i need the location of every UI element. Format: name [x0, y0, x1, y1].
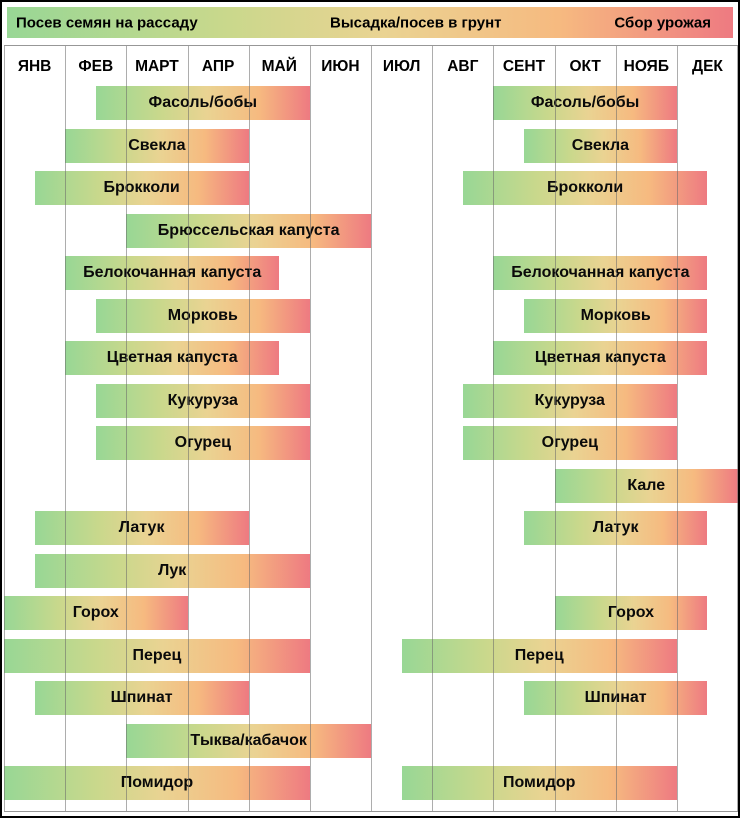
crop-bar-label: Морковь — [167, 306, 238, 324]
crop-bar-label: Огурец — [174, 434, 231, 451]
crop-bar: Свекла — [65, 128, 249, 163]
crop-bar: Брокколи — [34, 171, 249, 205]
crop-bar: Тыква/кабачок — [126, 723, 371, 758]
crop-bar: Кукуруза — [462, 383, 677, 418]
crop-bar-label: Перец — [514, 646, 564, 664]
crop-bar: Фасоль/бобы — [493, 86, 677, 120]
crop-bar: Шпинат — [34, 681, 249, 715]
crop-bar: Огурец — [95, 426, 310, 460]
crop-bar: Лук — [34, 553, 310, 588]
crop-bar: Морковь — [523, 298, 708, 333]
crop-bar-label: Брокколи — [103, 179, 180, 196]
crop-bar-label: Горох — [72, 604, 119, 621]
crop-bar-label: Цветная капуста — [534, 349, 666, 366]
crop-row: Брюссельская капуста — [4, 213, 738, 257]
legend-item-seed-indoors: Посев семян на рассаду — [16, 14, 198, 31]
crop-bar-label: Брюссельская капуста — [157, 221, 340, 239]
crop-bar-label: Белокочанная капуста — [83, 264, 262, 281]
legend-bar: Посев семян на рассаду Высадка/посев в г… — [7, 7, 733, 38]
crop-bar: Морковь — [95, 298, 310, 333]
crop-bar-label: Свекла — [128, 136, 186, 154]
crop-bar-label: Фасоль/бобы — [530, 94, 640, 111]
crop-bar: Горох — [4, 596, 188, 630]
crop-bar-label: Помидор — [502, 774, 576, 791]
crop-bar-label: Брокколи — [546, 179, 624, 196]
month-label-8: АВГ — [447, 58, 479, 75]
crop-bar: Цветная капуста — [493, 341, 708, 375]
chart-area: ЯНВ ФЕВ МАРТ АПР МАЙ ИЮН ИЮЛ АВГ СЕНТ ОКТ НОЯБ ДЕК … — [4, 45, 738, 812]
legend-item-harvest: Сбор урожая — [614, 14, 711, 31]
crop-bar-label: Тыква/кабачок — [190, 731, 307, 749]
crop-bar: Брюссельская капуста — [126, 213, 371, 248]
crop-bar: Кукуруза — [95, 383, 310, 418]
crop-row: Огурец Огурец — [4, 426, 738, 469]
crop-row: Фасоль/бобы Фасоль/бобы — [4, 86, 738, 129]
crop-bar-label: Шпинат — [584, 689, 647, 706]
crop-bar: Белокочанная капуста — [65, 256, 280, 290]
crop-bar-label: Лук — [158, 561, 187, 579]
crop-bar-label: Морковь — [580, 306, 651, 324]
crop-bar: Латук — [523, 511, 708, 545]
crop-row: Свекла Свекла — [4, 128, 738, 172]
month-label-9: СЕНТ — [502, 58, 546, 75]
crop-bar-label: Фасоль/бобы — [148, 94, 258, 111]
crop-row: Горох Горох — [4, 596, 738, 639]
crop-row: Лук — [4, 553, 738, 597]
crop-row: Брокколи Брокколи — [4, 171, 738, 214]
crop-rows: Фасоль/бобы Фасоль/бобы Свекла Свекла Брокко… — [4, 86, 738, 809]
crop-bar: Перец — [4, 638, 310, 673]
crop-bar: Помидор — [401, 766, 677, 800]
month-label-11: НОЯБ — [623, 58, 669, 75]
crop-bar: Огурец — [462, 426, 677, 460]
crop-row: Кале — [4, 468, 738, 512]
crop-row: Белокочанная капуста Белокочанная капуста — [4, 256, 738, 299]
month-label-7: ИЮЛ — [382, 58, 421, 75]
crop-bar: Свекла — [523, 128, 677, 163]
month-label-1: ЯНВ — [17, 58, 52, 75]
month-label-5: МАЙ — [261, 58, 297, 75]
crop-bar: Белокочанная капуста — [493, 256, 708, 290]
crop-bar: Шпинат — [523, 681, 708, 715]
crop-row: Латук Латук — [4, 511, 738, 554]
crop-row: Перец Перец — [4, 638, 738, 682]
month-header-row: ЯНВ ФЕВ МАРТ АПР МАЙ ИЮН ИЮЛ АВГ СЕНТ ОКТ НОЯБ ДЕК — [4, 46, 738, 86]
crop-row: Помидор Помидор — [4, 766, 738, 809]
crop-bar-label: Горох — [607, 604, 654, 621]
crop-bar-label: Перец — [132, 646, 182, 664]
crop-bar: Кале — [554, 468, 738, 503]
crop-bar: Помидор — [4, 766, 310, 800]
crop-row: Шпинат Шпинат — [4, 681, 738, 724]
crop-bar: Перец — [401, 638, 677, 673]
crop-bar: Латук — [34, 511, 249, 545]
crop-bar-label: Кукуруза — [534, 391, 605, 409]
month-label-4: АПР — [201, 58, 235, 75]
crop-bar: Горох — [554, 596, 708, 630]
crop-row: Морковь Морковь — [4, 298, 738, 342]
crop-bar-label: Шпинат — [110, 689, 173, 706]
crop-row: Цветная капуста Цветная капуста — [4, 341, 738, 384]
crop-bar: Фасоль/бобы — [95, 86, 310, 120]
crop-bar-label: Латук — [118, 519, 165, 536]
crop-bar-label: Кукуруза — [167, 391, 238, 409]
month-label-6: ИЮН — [321, 58, 360, 75]
crop-bar-label: Огурец — [541, 434, 598, 451]
month-label-12: ДЕК — [692, 58, 723, 75]
month-label-2: ФЕВ — [78, 58, 114, 75]
crop-bar-label: Помидор — [120, 774, 194, 791]
crop-bar-label: Кале — [627, 476, 666, 494]
crop-bar-label: Латук — [592, 519, 639, 536]
crop-bar: Цветная капуста — [65, 341, 280, 375]
crop-row: Кукуруза Кукуруза — [4, 383, 738, 427]
month-label-3: МАРТ — [135, 58, 179, 75]
crop-bar-label: Свекла — [571, 136, 630, 154]
crop-bar-label: Цветная капуста — [106, 349, 238, 366]
crop-bar-label: Белокочанная капуста — [511, 264, 690, 281]
crop-bar: Брокколи — [462, 171, 708, 205]
crop-row: Тыква/кабачок — [4, 723, 738, 767]
month-label-10: ОКТ — [569, 58, 601, 75]
legend-item-plant-outdoors: Высадка/посев в грунт — [330, 14, 502, 31]
